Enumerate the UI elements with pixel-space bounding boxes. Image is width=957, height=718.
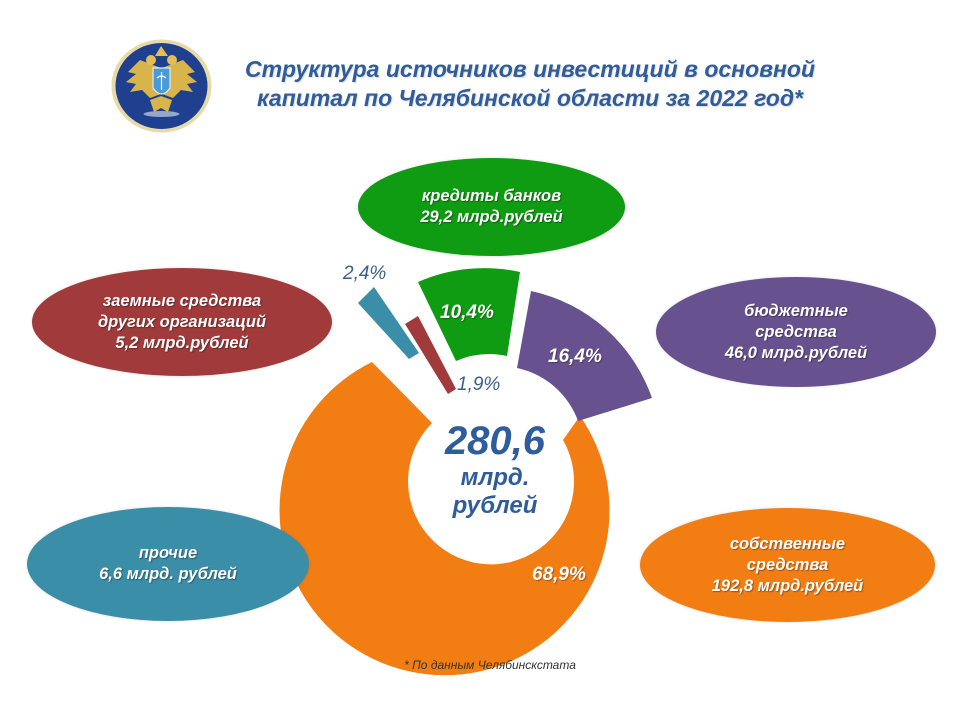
total-value: 280,6 [444,419,546,463]
total-unit-2: рублей [452,492,538,519]
slice-borrowed-funds [405,316,456,394]
chart-title: Структура источников инвестиций в основн… [215,55,845,113]
slice-bank-credits [418,268,520,361]
bubble-own-funds: собственные средства 192,8 млрд.рублей [640,508,935,622]
budget-label-1: бюджетные [744,301,848,320]
budget-value: 46,0 млрд.рублей [724,343,868,362]
own-pct-label: 68,9% [532,564,586,585]
borrowed-label-1: заемные средства [102,291,262,310]
slice-other [358,287,419,359]
bubble-budget-funds: бюджетные средства 46,0 млрд.рублей [656,277,936,387]
borrowed-label-2: других организаций [97,312,267,331]
bank-pct-label: 10,4% [440,302,494,323]
source-footnote: * По данным Челябинскстата [404,658,576,672]
title-line-1: Структура источников инвестиций в основн… [244,56,815,82]
bubble-other: прочие 6,6 млрд. рублей [27,507,309,621]
slice-budget-funds [517,291,652,421]
bubble-bank-credits: кредиты банков 29,2 млрд.рублей [358,158,625,256]
borrowed-pct-label: 1,9% [457,374,501,395]
other-label: прочие [138,544,198,562]
total-unit-1: млрд. [460,464,530,491]
own-label-2: средства [746,555,829,574]
own-label-1: собственные [729,534,846,553]
bubble-borrowed-funds: заемные средства других организаций 5,2 … [32,268,332,376]
other-pct-label: 2,4% [343,263,387,284]
budget-label-2: средства [755,322,837,341]
title-line-2: капитал по Челябинской области за 2022 г… [256,85,804,111]
center-total: 280,6 млрд. рублей [420,418,570,520]
slice-own-funds [279,362,610,676]
borrowed-value: 5,2 млрд.рублей [115,333,249,352]
other-value: 6,6 млрд. рублей [99,565,237,583]
emblem-logo-icon [111,39,212,133]
budget-pct-label: 16,4% [548,346,602,367]
bank-credits-value: 29,2 млрд.рублей [420,208,563,226]
own-value: 192,8 млрд.рублей [711,576,864,595]
bank-credits-label: кредиты банков [421,187,562,205]
